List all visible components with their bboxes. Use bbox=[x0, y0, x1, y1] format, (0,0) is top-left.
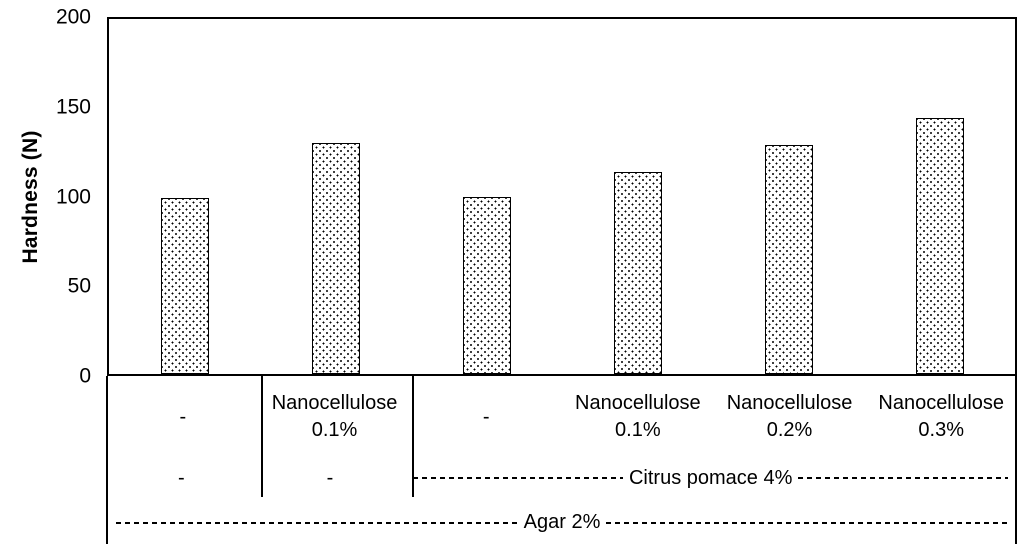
group-span-cell: Citrus pomace 4% bbox=[404, 456, 1017, 500]
y-tick-label: 200 bbox=[55, 5, 91, 29]
y-axis-tick-labels: 0 50 100 150 200 bbox=[0, 0, 91, 550]
group-label: Agar 2% bbox=[523, 511, 601, 533]
y-tick-label: 50 bbox=[67, 274, 91, 298]
category-label: - bbox=[179, 405, 187, 428]
y-tick-label: 150 bbox=[55, 95, 91, 119]
x-axis-label-area: - Nanocellulose 0.1% - Nanocellulose 0.1% Na… bbox=[107, 378, 1017, 545]
category-row: - Nanocellulose 0.1% - Nanocellulose 0.1% Na… bbox=[107, 378, 1017, 456]
dashed-span-line bbox=[116, 521, 518, 524]
bar-1 bbox=[160, 198, 209, 374]
axis-boundary-line-right bbox=[1015, 376, 1017, 544]
dashed-span-line bbox=[606, 521, 1008, 524]
y-tick-label: 0 bbox=[79, 364, 91, 388]
category-separator-line bbox=[261, 376, 263, 497]
category-label: Nanocellulose 0.3% bbox=[878, 392, 1005, 441]
bar-5 bbox=[764, 145, 813, 374]
category-label: Nanocellulose 0.1% bbox=[271, 392, 398, 441]
dashed-span-line bbox=[413, 477, 623, 479]
bar-4 bbox=[613, 171, 662, 374]
y-tick-label: 100 bbox=[55, 185, 91, 208]
category-label: Nanocellulose 0.2% bbox=[726, 392, 853, 441]
group-row-citrus: - - Citrus pomace 4% bbox=[107, 456, 1017, 500]
bar-2 bbox=[311, 143, 360, 374]
group-separator-line bbox=[412, 376, 414, 497]
bar-6 bbox=[915, 118, 964, 374]
group-label: - bbox=[178, 466, 185, 489]
group-label: Citrus pomace 4% bbox=[628, 466, 793, 489]
axis-boundary-line-left bbox=[106, 376, 108, 544]
bar-3 bbox=[462, 196, 511, 374]
group-span-cell: Agar 2% bbox=[107, 500, 1017, 545]
group-cell: - bbox=[256, 456, 405, 500]
group-label: - bbox=[326, 466, 334, 489]
category-label: - bbox=[482, 405, 490, 428]
group-row-agar: Agar 2% bbox=[107, 500, 1017, 545]
category-label: Nanocellulose 0.1% bbox=[575, 392, 701, 441]
plot-area bbox=[107, 17, 1017, 376]
dashed-span-line bbox=[798, 477, 1009, 479]
group-cell: - bbox=[107, 456, 256, 500]
